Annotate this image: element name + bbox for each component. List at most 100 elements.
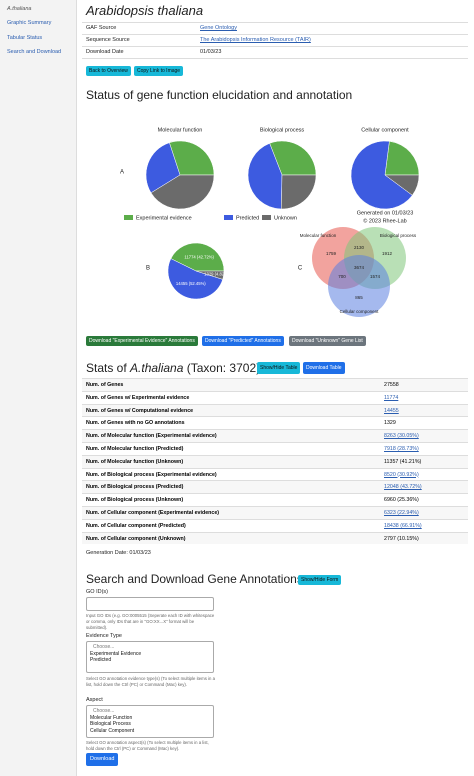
note: Generated on 01/03/23 [357,210,414,216]
note: © 2023 Rhee-Lab [363,217,407,224]
row-value: 1329 [384,420,396,427]
pie-slice [384,174,420,196]
pie-slice [170,242,225,272]
row-label: Num. of Genes w/ Computational evidence [86,407,194,414]
row-value[interactable]: 12048 (43.72%) [384,484,422,491]
row-value[interactable]: 7918 (28.73%) [384,446,419,452]
divider [82,34,468,35]
help-text: Select GO annotation evidence type(s) (T… [86,676,215,687]
button[interactable]: Back to Overview [86,66,131,76]
generation-date: Generation Date: 01/03/23 [86,550,151,556]
pie-slice [150,174,215,210]
sidebar-item[interactable]: Graphic Summary [7,20,52,26]
slice-label: 11774 (42.72%) [184,254,214,259]
row-value[interactable]: 18438 (66.91%) [384,522,422,529]
row-value[interactable]: 8263 (30.05%) [384,433,419,440]
submit-button[interactable]: Download [86,753,119,766]
select-option: Predicted [90,657,112,663]
legend-swatch [262,215,271,220]
download-button[interactable]: Download "Predicted" Annotations [202,336,284,346]
legend-label: Experimental evidence [136,215,192,221]
download-button[interactable]: Download "Unknown" Gene List [289,336,366,346]
section-title: Search and Download Gene Annotations [86,572,303,586]
table-row: Num. of Cellular component (Experimental… [82,506,468,519]
row-value[interactable]: 6323 (22.94%) [384,510,419,516]
row-value[interactable]: 14455 [384,407,399,414]
panel-label: B [146,266,150,272]
field-label: Aspect [86,697,103,703]
pie-slice [167,258,224,300]
divider [82,58,468,59]
venn-count: 1759 [326,251,337,256]
row-label: Num. of Molecular function (Predicted) [86,446,184,452]
row-label: Num. of Molecular function (Experimental… [86,433,217,440]
row-value: 2797 (10.15%) [384,535,419,542]
venn-set-label: Biological process [380,233,417,238]
select-option: Cellular Component [90,727,135,734]
venn-count: 1574 [370,274,381,279]
select[interactable]: Choose... Molecular Function Biological Pr… [86,705,214,738]
row-value[interactable]: 8520 (30.92%) [384,471,419,478]
button[interactable]: Download Table [303,362,345,374]
select[interactable]: Choose... Experimental Evidence Predicted [86,641,214,673]
venn-count: 3674 [354,265,365,270]
help-text: Select GO annotation aspect(s) (To selec… [86,740,209,751]
pie-slice [350,140,413,210]
table-row: Num. of Genes w/ Computational evidence 1… [82,403,468,417]
text-input[interactable] [86,597,214,611]
pie-slice [384,141,420,176]
stats-title: Stats of A.thaliana (Taxon: 3702) [86,361,260,375]
venn-count: 2130 [354,245,365,250]
sidebar-item[interactable]: Tabular Status [7,35,43,41]
row-label: Num. of Genes with no GO annotations [86,420,185,427]
table-row: Num. of Biological process (Experimental… [82,467,468,481]
button[interactable]: Show/Hide Table [257,362,301,374]
row-value: 27558 [384,382,399,388]
info-label: GAF Source [86,25,117,31]
row-value: 6960 (25.36%) [384,497,419,504]
pie-slice [280,174,317,210]
venn-set-label: Cellular component [340,309,380,314]
page-title: Arabidopsis thaliana [86,3,204,18]
title-text: Stats of [86,361,127,375]
info-label: Download Date [86,49,124,55]
pie-slice [195,270,225,280]
table-row: Num. of Cellular component (Unknown) 2797… [82,531,468,545]
venn-circle [328,255,390,317]
species: A.thaliana [130,361,184,375]
sidebar-item[interactable]: A.thaliana [7,6,32,12]
legend-swatch [224,215,233,220]
button[interactable]: Show/Hide Form [298,575,342,585]
table-row: Num. of Molecular function (Experimental… [82,429,468,442]
select-option: Choose... [93,644,115,650]
select-option: Molecular Function [90,714,133,721]
pie-slice [247,143,283,210]
legend-label: Predicted [236,215,259,221]
section-title: Status of gene function elucidation and … [86,88,353,102]
legend-label: Unknown [274,215,297,221]
info-value: 01/03/23 [200,49,222,55]
row-label: Num. of Biological process (Unknown) [86,497,184,504]
pie-slice [169,140,215,176]
select-option: Biological Process [90,721,131,727]
info-link[interactable]: The Arabidopsis Information Resource (TA… [200,37,311,43]
row-value[interactable]: 11774 [384,394,399,401]
venn-count: 700 [338,274,346,279]
table-row: Num. of Biological process (Unknown) 6960… [82,493,468,506]
field-label: Evidence Type [86,633,122,639]
sidebar-item[interactable]: Search and Download [7,49,62,55]
row-label: Num. of Cellular component (Experimental… [86,510,220,516]
divider [82,46,468,47]
panel-label: A [120,170,124,176]
table-row: Num. of Genes with no GO annotations 1329 [82,416,468,429]
sidebar [0,0,77,776]
row-label: Num. of Biological process (Predicted) [86,484,184,491]
pie-slice [269,140,317,176]
info-label: Sequence Source [86,37,130,43]
table-row: Num. of Cellular component (Predicted) 18… [82,518,468,532]
title-text: (Taxon: 3702) [186,361,261,375]
info-link[interactable]: Gene Ontology [200,25,237,31]
field-label: GO ID(s) [86,589,108,595]
download-button[interactable]: Download "Experimental Evidence" Annotat… [86,336,198,346]
button[interactable]: Copy Link to Image [134,66,184,76]
